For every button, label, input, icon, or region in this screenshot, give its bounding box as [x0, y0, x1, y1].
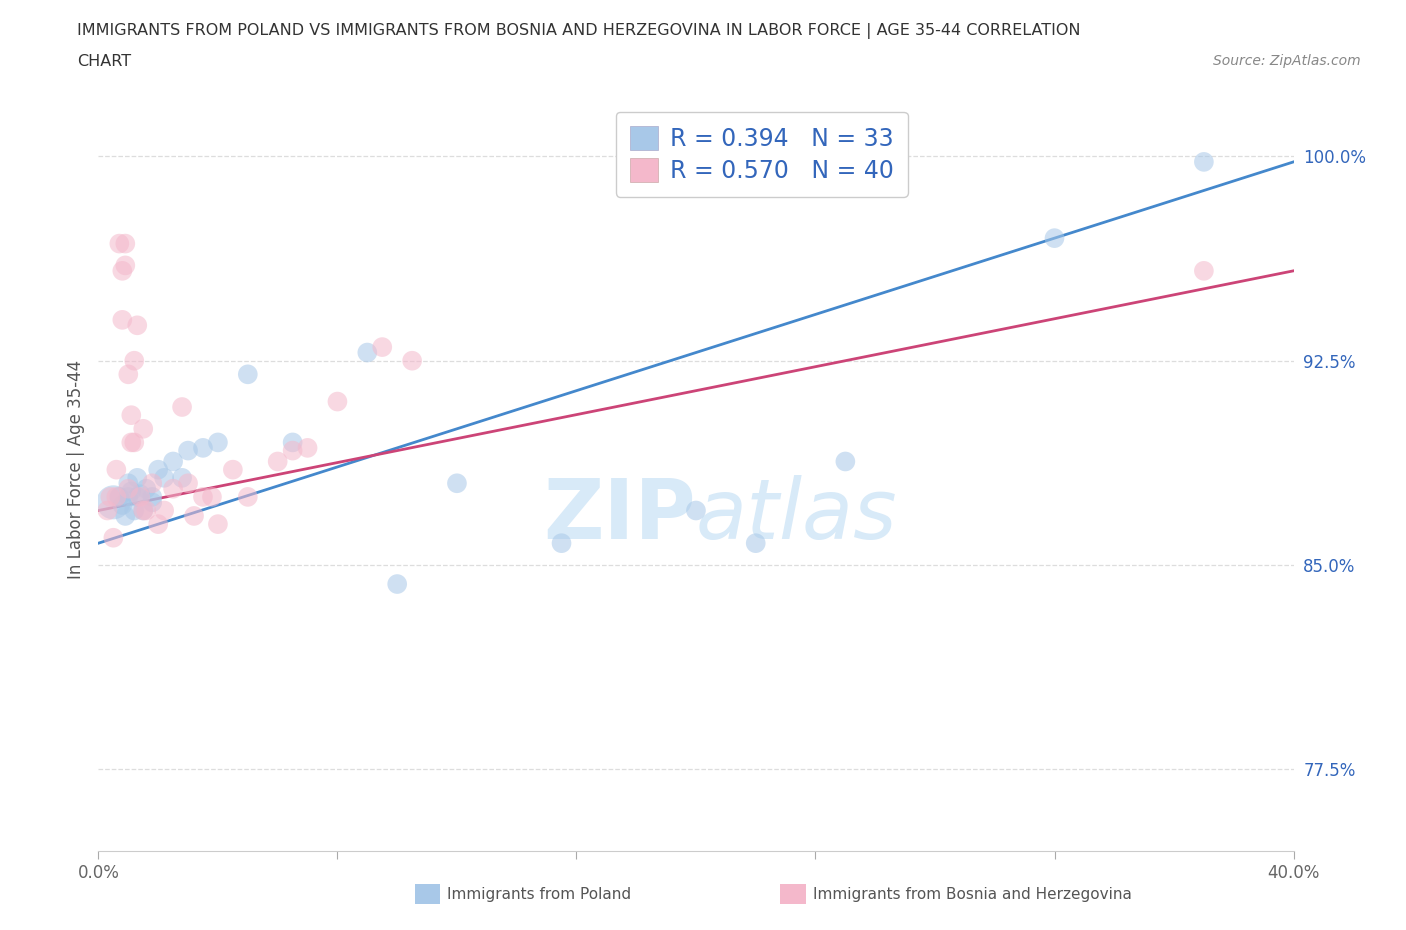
Point — [96, 503, 118, 518]
Point — [135, 482, 157, 497]
Point — [162, 454, 184, 469]
Point — [207, 435, 229, 450]
Point — [98, 489, 122, 504]
Point — [105, 489, 128, 504]
Point — [132, 503, 155, 518]
Point — [446, 476, 468, 491]
Point — [111, 498, 134, 512]
Point — [385, 577, 409, 591]
Point — [148, 517, 170, 532]
Point — [550, 536, 572, 551]
Point — [117, 489, 139, 504]
Text: Source: ZipAtlas.com: Source: ZipAtlas.com — [1213, 54, 1361, 68]
Point — [281, 435, 304, 450]
Point — [177, 443, 200, 458]
Point — [129, 486, 152, 501]
Point — [685, 503, 707, 518]
Point — [111, 312, 134, 327]
Text: Immigrants from Bosnia and Herzegovina: Immigrants from Bosnia and Herzegovina — [813, 887, 1132, 902]
Text: CHART: CHART — [77, 54, 131, 69]
Point — [120, 484, 142, 498]
Point — [127, 471, 149, 485]
Point — [222, 462, 245, 477]
Point — [183, 509, 205, 524]
Point — [108, 489, 131, 504]
Point — [114, 236, 136, 251]
Point — [127, 318, 149, 333]
Point — [124, 435, 146, 450]
Point — [114, 509, 136, 524]
Point — [172, 400, 194, 415]
Text: Immigrants from Poland: Immigrants from Poland — [447, 887, 631, 902]
Point — [267, 454, 290, 469]
Point — [191, 441, 214, 456]
Point — [132, 503, 155, 518]
Point — [153, 503, 176, 518]
Point — [117, 482, 139, 497]
Point — [117, 476, 139, 491]
Point — [141, 495, 163, 510]
Point — [191, 489, 214, 504]
Point — [745, 536, 768, 551]
Point — [1043, 231, 1066, 246]
Point — [127, 489, 149, 504]
Point — [297, 441, 319, 456]
Point — [326, 394, 349, 409]
Text: IMMIGRANTS FROM POLAND VS IMMIGRANTS FROM BOSNIA AND HERZEGOVINA IN LABOR FORCE : IMMIGRANTS FROM POLAND VS IMMIGRANTS FRO… — [77, 23, 1081, 39]
Text: atlas: atlas — [696, 475, 897, 556]
Point — [103, 495, 125, 510]
Point — [236, 489, 259, 504]
Point — [177, 476, 200, 491]
Point — [117, 366, 139, 381]
Y-axis label: In Labor Force | Age 35-44: In Labor Force | Age 35-44 — [66, 360, 84, 579]
Point — [356, 345, 378, 360]
Point — [114, 258, 136, 272]
Point — [834, 454, 856, 469]
Point — [201, 489, 224, 504]
Point — [153, 471, 176, 485]
Point — [129, 489, 152, 504]
Point — [105, 462, 128, 477]
Point — [124, 353, 146, 368]
Point — [236, 366, 259, 381]
Point — [132, 421, 155, 436]
Point — [148, 462, 170, 477]
Point — [108, 236, 131, 251]
Point — [207, 517, 229, 532]
Legend: R = 0.394   N = 33, R = 0.570   N = 40: R = 0.394 N = 33, R = 0.570 N = 40 — [616, 112, 908, 197]
Point — [120, 407, 142, 422]
Point — [162, 482, 184, 497]
Point — [135, 503, 157, 518]
Point — [141, 489, 163, 504]
Point — [281, 443, 304, 458]
Point — [401, 353, 423, 368]
Point — [141, 476, 163, 491]
Point — [103, 530, 125, 545]
Point — [1192, 263, 1215, 278]
Point — [1192, 154, 1215, 169]
Point — [120, 435, 142, 450]
Point — [371, 339, 394, 354]
Point — [124, 503, 146, 518]
Point — [172, 471, 194, 485]
Text: ZIP: ZIP — [544, 475, 696, 556]
Point — [111, 263, 134, 278]
